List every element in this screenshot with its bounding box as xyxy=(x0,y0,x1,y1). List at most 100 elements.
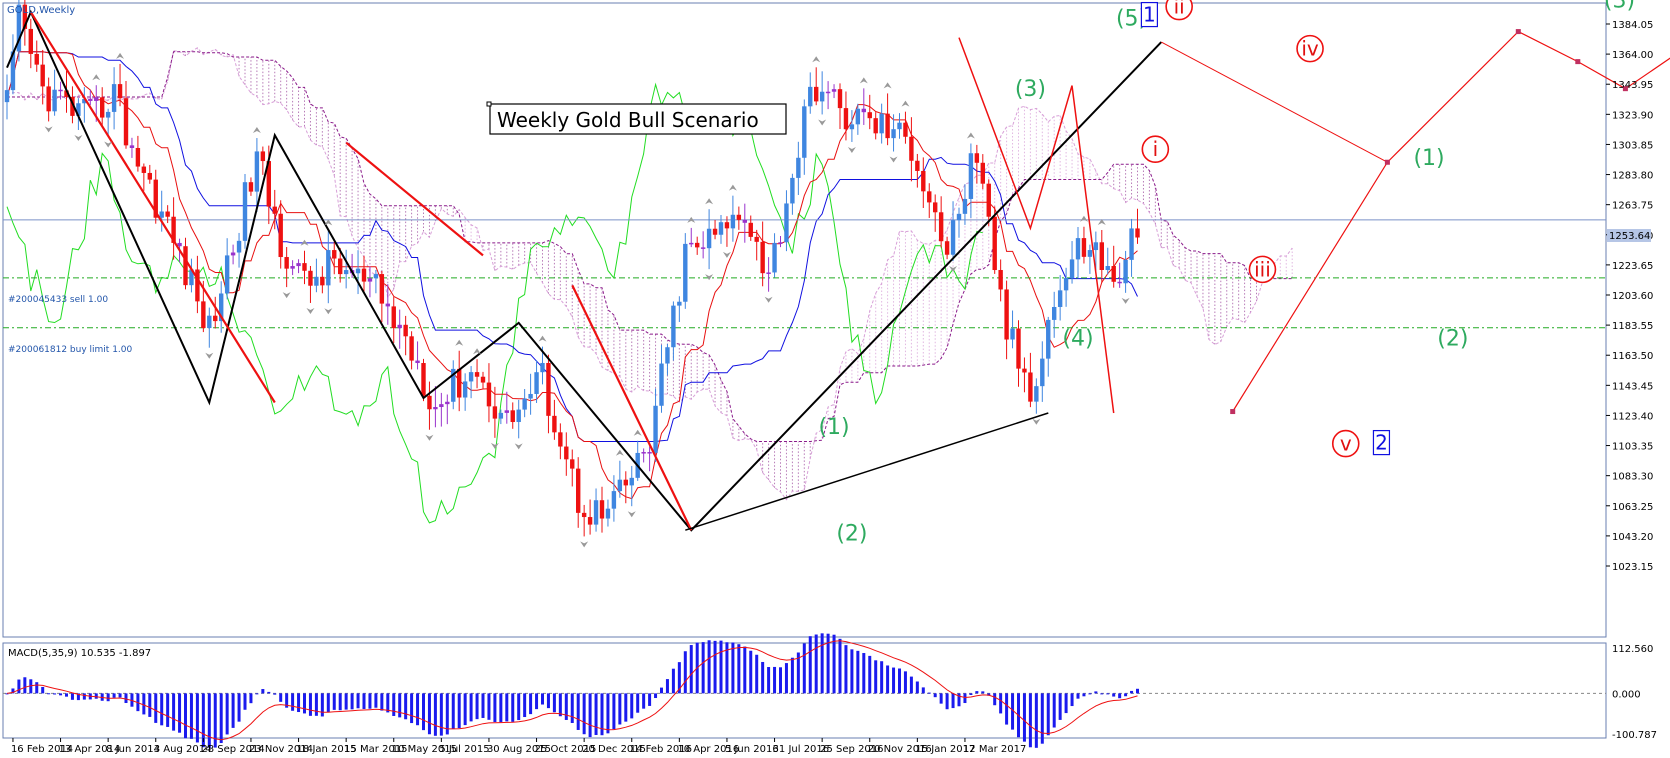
macd-histogram-bar xyxy=(832,634,836,694)
candle-body xyxy=(159,211,164,218)
macd-histogram-bar xyxy=(1058,693,1062,720)
fractal-down-marker xyxy=(580,541,589,548)
anchor-handle[interactable] xyxy=(486,101,492,107)
macd-histogram-bar xyxy=(541,693,544,705)
wave-label-red: ii xyxy=(1174,0,1185,19)
macd-histogram-bar xyxy=(773,666,777,694)
fractal-up-marker xyxy=(92,74,101,81)
macd-histogram-bar xyxy=(380,693,384,711)
macd-histogram-bar xyxy=(463,693,467,726)
candle-body xyxy=(1034,386,1039,402)
candle-body xyxy=(885,113,890,139)
candle-body xyxy=(879,113,884,134)
macd-histogram-bar xyxy=(951,693,955,709)
macd-histogram-bar xyxy=(303,693,306,714)
macd-histogram-bar xyxy=(1136,688,1139,694)
macd-histogram-bar xyxy=(1076,693,1080,699)
fractal-down-marker xyxy=(1121,297,1130,304)
macd-histogram-bar xyxy=(1112,693,1116,697)
candle-body xyxy=(998,270,1003,290)
candle-body xyxy=(921,170,926,192)
fractal-up-marker xyxy=(687,216,696,223)
macd-histogram-bar xyxy=(5,693,9,695)
candle-body xyxy=(724,222,730,229)
macd-histogram-bar xyxy=(332,693,336,710)
macd-histogram-bar xyxy=(1094,691,1098,694)
candle-body xyxy=(1046,319,1051,359)
macd-histogram-bar xyxy=(1040,693,1044,744)
candle-body xyxy=(784,203,789,243)
candle-body xyxy=(457,368,462,398)
macd-histogram-bar xyxy=(17,679,21,694)
macd-histogram-bar xyxy=(713,640,717,694)
time-tick-label: 10 Apr 2016 xyxy=(677,744,739,755)
macd-histogram-bar xyxy=(487,693,491,720)
macd-histogram-bar xyxy=(285,693,289,708)
candle-body xyxy=(236,240,242,253)
candle-body xyxy=(915,160,920,171)
price-tick-label: 1323.90 xyxy=(1612,110,1653,121)
time-tick-label: 25 Sep 2016 xyxy=(820,744,883,755)
candle-body xyxy=(605,508,611,519)
macd-histogram-bar xyxy=(106,693,110,702)
macd-histogram-bar xyxy=(737,644,741,694)
macd-histogram-bar xyxy=(654,693,658,699)
macd-histogram-bar xyxy=(927,692,931,694)
macd-histogram-bar xyxy=(1028,693,1032,748)
time-tick-label: 3 Aug 2014 xyxy=(154,744,212,755)
fractal-down-marker xyxy=(205,352,214,359)
wave-label-green: (3) xyxy=(1015,77,1046,102)
candle-body xyxy=(944,241,950,255)
macd-histogram-bar xyxy=(53,693,57,695)
wave-label-red: i xyxy=(1153,137,1159,161)
candle-body xyxy=(748,222,753,237)
macd-histogram-bar xyxy=(184,693,187,739)
wave-label-green: (2) xyxy=(1437,326,1468,351)
candle-body xyxy=(433,407,438,410)
fractal-up-marker xyxy=(633,429,642,436)
candle-body xyxy=(451,368,456,402)
candle-body xyxy=(361,268,367,282)
candle-body xyxy=(4,90,10,103)
macd-histogram-bar xyxy=(945,693,949,710)
candle-body xyxy=(873,118,878,134)
macd-histogram-bar xyxy=(231,693,235,728)
major-wave-zigzag xyxy=(6,9,1163,532)
wave-label-green: (4) xyxy=(1062,326,1093,351)
wave-label-green: (2) xyxy=(836,522,867,547)
fractal-down-marker xyxy=(490,442,499,449)
candle-body xyxy=(730,214,736,229)
candle-body xyxy=(1111,266,1116,282)
macd-panel-frame xyxy=(2,642,1607,739)
time-tick-label: 18 Jan 2015 xyxy=(297,744,357,755)
fractal-down-marker xyxy=(818,119,827,126)
candle-body xyxy=(772,242,777,273)
candle-body xyxy=(641,452,646,454)
candle-body xyxy=(706,228,712,249)
fractal-down-marker xyxy=(324,308,333,315)
candle-body xyxy=(819,91,825,102)
candle-body xyxy=(564,446,569,460)
candle-body xyxy=(843,108,849,130)
macd-histogram-bar xyxy=(523,693,527,718)
macd-histogram-bar xyxy=(957,693,961,707)
macd-histogram-bar xyxy=(76,693,80,701)
candle-body xyxy=(534,372,539,394)
macd-histogram-bar xyxy=(790,657,794,694)
candle-body xyxy=(284,257,289,269)
price-tick-label: 1143.45 xyxy=(1612,381,1653,392)
macd-histogram-bar xyxy=(29,679,33,694)
candle-body xyxy=(147,172,152,180)
macd-histogram-bar xyxy=(1100,693,1104,695)
macd-histogram-bar xyxy=(1022,693,1026,742)
candle-body xyxy=(1087,250,1093,257)
macd-histogram-bar xyxy=(148,693,152,717)
candle-body xyxy=(462,381,468,398)
fractal-down-marker xyxy=(282,292,291,299)
candle-body xyxy=(266,161,271,207)
macd-histogram-bar xyxy=(582,693,586,735)
candle-body xyxy=(1004,289,1009,340)
fractal-down-marker xyxy=(722,251,731,258)
candle-body xyxy=(492,406,498,419)
candle-body xyxy=(1057,290,1063,307)
